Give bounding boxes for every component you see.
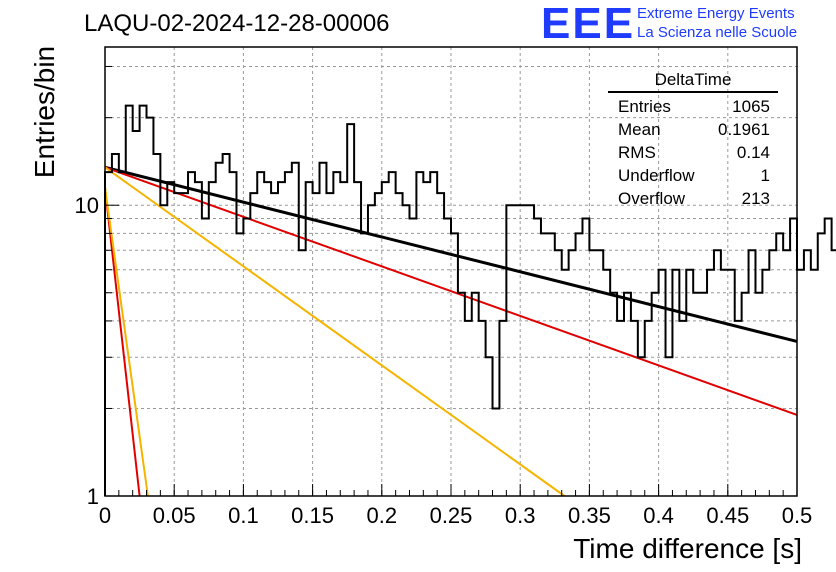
fit-curve — [104, 166, 798, 416]
eee-line-1: Extreme Energy Events — [637, 5, 795, 22]
stats-value: 0.1961 — [718, 120, 770, 139]
y-axis-title: Entries/bin — [29, 45, 60, 179]
x-tick-label: 0 — [99, 503, 111, 528]
stats-value: 213 — [741, 189, 770, 208]
x-tick-label: 0.1 — [228, 503, 259, 528]
stats-row: Overflow 213 — [608, 187, 778, 210]
stats-label: Overflow — [618, 189, 686, 208]
fit-curve — [104, 166, 566, 497]
y-tick-label: 10 — [75, 193, 99, 218]
x-tick-label: 0.25 — [430, 503, 473, 528]
fit-curves — [104, 165, 798, 497]
stats-label: RMS — [618, 143, 656, 162]
stats-row: Entries 1065 — [608, 95, 778, 118]
eee-subtitle: Extreme Energy Events La Scienza nelle S… — [637, 4, 797, 42]
stats-row: RMS 0.14 — [608, 141, 778, 164]
axes: 0 0.05 0.1 0.15 0.2 0.25 0.3 0.35 0.4 0.45 0.5 1 10 — [75, 65, 813, 528]
stats-label: Mean — [618, 120, 661, 139]
x-axis-title: Time difference [s] — [573, 533, 802, 564]
y-tick-label: 1 — [87, 484, 99, 509]
fit-curve — [104, 165, 798, 343]
run-title: LAQU-02-2024-12-28-00006 — [84, 10, 390, 37]
fit-curve — [104, 187, 149, 497]
eee-logo: EEE — [541, 0, 636, 48]
stats-title: DeltaTime — [608, 70, 778, 93]
stats-row: Underflow 1 — [608, 164, 778, 187]
eee-line-2: La Scienza nelle Scuole — [637, 24, 798, 41]
histogram-steps — [104, 104, 836, 496]
x-tick-label: 0.5 — [782, 503, 813, 528]
stats-box: DeltaTime Entries 1065 Mean 0.1961 RMS 0.14… — [608, 70, 778, 210]
stats-row: Mean 0.1961 — [608, 118, 778, 141]
fit-curve — [104, 187, 141, 497]
x-tick-label: 0.4 — [643, 503, 674, 528]
stats-label: Underflow — [618, 166, 695, 185]
x-tick-label: 0.45 — [706, 503, 749, 528]
stats-label: Entries — [618, 97, 671, 116]
x-tick-label: 0.3 — [505, 503, 536, 528]
x-tick-label: 0.35 — [568, 503, 611, 528]
stats-value: 0.14 — [736, 143, 770, 162]
x-tick-label: 0.05 — [153, 503, 196, 528]
x-tick-label: 0.2 — [367, 503, 398, 528]
stats-value: 1065 — [732, 97, 770, 116]
stats-value: 1 — [760, 166, 770, 185]
x-tick-label: 0.15 — [291, 503, 334, 528]
